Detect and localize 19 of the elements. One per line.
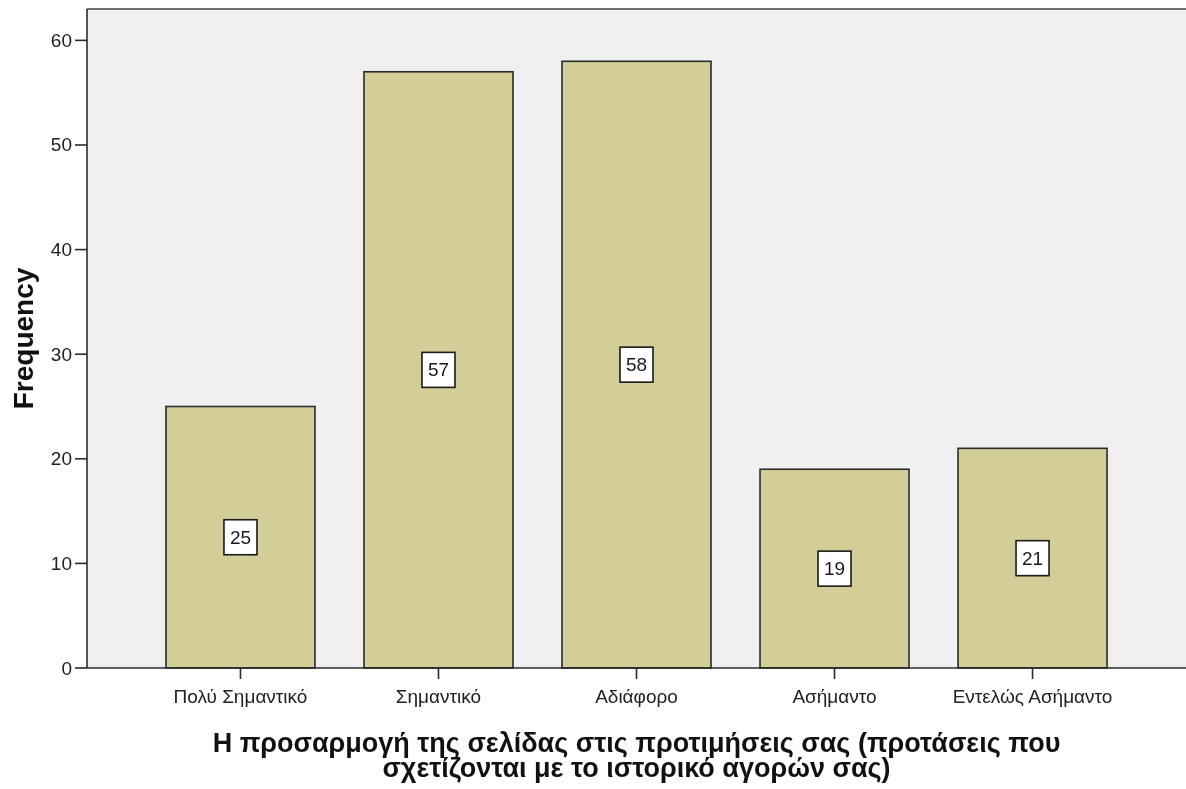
x-tick-label: Αδιάφορο: [595, 686, 678, 707]
y-tick-label: 20: [50, 448, 72, 470]
x-axis-title: Η προσαρμογή της σελίδας στις προτιμήσεις σας (προτάσεις που σχετίζονται με το ιστορικό αγορών σας): [212, 728, 1061, 783]
y-tick-label: 0: [61, 657, 72, 679]
y-tick-label: 60: [50, 29, 72, 51]
data-label: 58: [625, 354, 648, 376]
y-axis-title: Frequency: [8, 267, 39, 410]
data-label: 57: [427, 359, 450, 381]
y-tick-label: 10: [50, 552, 72, 574]
data-label: 25: [229, 526, 252, 548]
x-tick-label: Ασήμαντο: [792, 686, 877, 707]
data-label: 19: [823, 558, 846, 580]
y-tick-label: 40: [50, 239, 72, 261]
x-tick-label: Πολύ Σημαντικό: [173, 686, 308, 707]
y-tick-label: 30: [50, 343, 72, 365]
x-tick-label: Σημαντικό: [395, 686, 482, 707]
y-tick-label: 50: [50, 134, 72, 156]
x-tick-label: Εντελώς Ασήμαντο: [952, 686, 1113, 707]
data-label: 21: [1021, 547, 1044, 569]
